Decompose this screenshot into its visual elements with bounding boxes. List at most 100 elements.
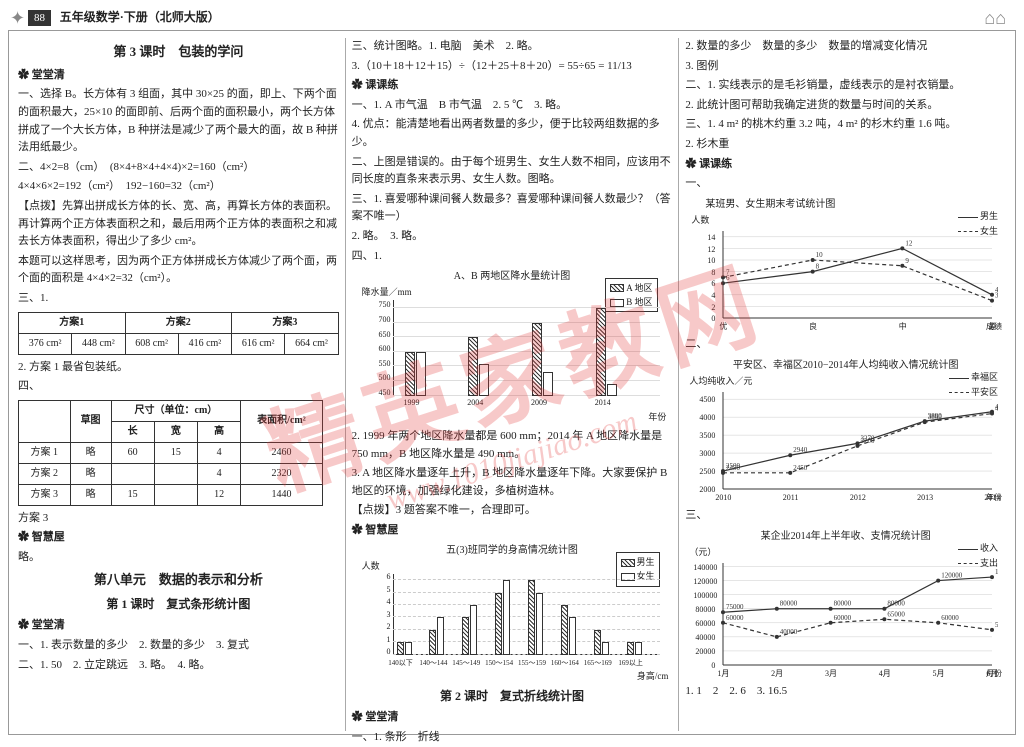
c3-t1: 一、 (685, 175, 1006, 193)
lesson3-title: 第 3 课时 包装的学问 (18, 42, 339, 63)
line1-legend: 男生 女生 (958, 209, 998, 238)
c1-p11: 一、1. 表示数量的多少 2. 数量的多少 3. 复式 (18, 637, 339, 655)
dt-r3: 方案 3 略 15 12 1440 (19, 484, 323, 505)
hist-xlabel: 身高/cm (352, 669, 669, 683)
dt-r1: 方案 1 略 60 15 4 2460 (19, 442, 323, 463)
sc0: 376 cm² (19, 333, 72, 354)
dth2b: 宽 (154, 421, 197, 442)
la: A 地区 (626, 283, 652, 293)
c3-p1: 2. 数量的多少 数量的多少 数量的增减变化情况 (685, 38, 1006, 56)
page-number: 88 (28, 10, 51, 26)
l3a: 收入 (980, 543, 998, 553)
income-line-chart: 平安区、幸福区2010−2014年人均纯收入情况统计图 人均纯收入／元 2500… (685, 358, 1006, 503)
zhihuiwu-2: 智慧屋 (352, 522, 673, 540)
c3-p4: 2. 此统计图可帮助我确定进货的数量与时间的关系。 (685, 97, 1006, 115)
l1f: 女生 (980, 226, 998, 236)
svg-text:50000: 50000 (995, 621, 998, 629)
svg-text:9: 9 (906, 257, 910, 265)
c2-p1: 三、统计图略。1. 电脑 美术 2. 略。 (352, 38, 673, 56)
lesson2-title: 第 2 课时 复式折线统计图 (352, 687, 673, 706)
sc3: 416 cm² (178, 333, 231, 354)
svg-text:80000: 80000 (888, 600, 906, 608)
c2-p7: 2. 略。 3. 略。 (352, 228, 673, 246)
svg-text:80000: 80000 (780, 600, 798, 608)
sh3: 方案3 (232, 312, 339, 333)
sh2: 方案2 (125, 312, 232, 333)
legend-swatch-a (610, 284, 624, 292)
svg-text:120000: 120000 (942, 572, 964, 580)
svg-text:7: 7 (726, 269, 730, 277)
header-title: 五年级数学·下册（北师大版） (60, 8, 220, 25)
dtc: 2320 (241, 463, 322, 484)
c2-p8: 四、1. (352, 248, 673, 266)
kekelian-2: 课课练 (685, 156, 1006, 174)
dt-r2: 方案 2 略 4 2320 (19, 463, 323, 484)
c1-p6: 三、1. (18, 290, 339, 308)
dtc: 略 (70, 484, 111, 505)
hist-legend: 男生 女生 (616, 552, 660, 587)
house-deco-icon: ⌂⌂ (984, 8, 1006, 29)
dtc: 方案 3 (19, 484, 71, 505)
dim-table: 草图 尺寸（单位：cm） 表面积/cm² 长 宽 高 方案 1 略 60 15 … (18, 400, 323, 506)
sc2: 608 cm² (125, 333, 178, 354)
c3-p9: 1. 1 2 2. 6 3. 16.5 (685, 683, 1006, 701)
c1-p7: 2. 方案 1 最省包装纸。 (18, 359, 339, 377)
dth1: 草图 (70, 400, 111, 442)
svg-text:75000: 75000 (726, 603, 744, 611)
lb: B 地区 (626, 297, 652, 307)
c1-p10: 略。 (18, 549, 339, 567)
dtc: 4 (198, 463, 241, 484)
exam-line-chart: 某班男、女生期末考试统计图 人数 6812471093 男生 女生 024681… (685, 197, 1006, 332)
sc4: 616 cm² (232, 333, 285, 354)
dtc: 15 (111, 484, 154, 505)
dtc: 15 (154, 442, 197, 463)
column-1: 第 3 课时 包装的学问 堂堂清 一、选择 B。长方体有 3 组面，其中 30×… (12, 38, 346, 731)
c1-p9: 方案 3 (18, 510, 339, 528)
svg-text:80000: 80000 (834, 600, 852, 608)
c1-p12: 二、1. 50 2. 立定跳远 3. 略。 4. 略。 (18, 657, 339, 675)
dtc (154, 463, 197, 484)
content-columns: 第 3 课时 包装的学问 堂堂清 一、选择 B。长方体有 3 组面，其中 30×… (12, 38, 1012, 731)
c1-p2: 二、4×2=8（cm） (8×4+8×4+4×4)×2=160（cm²） (18, 159, 339, 177)
dtc: 2460 (241, 442, 322, 463)
dtc: 略 (70, 463, 111, 484)
svg-text:2940: 2940 (794, 446, 809, 454)
c2-p4: 4. 优点：能清楚地看出两者数量的多少，便于比较两组数据的多少。 (352, 116, 673, 151)
dth2a: 长 (111, 421, 154, 442)
column-3: 2. 数量的多少 数量的多少 数量的增减变化情况 3. 图例 二、1. 实线表示… (679, 38, 1012, 731)
c1-p3: 4×4×6×2=192（cm²） 192−160=32（cm²） (18, 178, 339, 196)
column-2: 三、统计图略。1. 电脑 美术 2. 略。 3.（10＋18＋12＋15）÷（1… (346, 38, 680, 731)
line3-svg: 7500080000800008000012000012500060000400… (693, 559, 998, 679)
sh1: 方案1 (19, 312, 126, 333)
l1m: 男生 (980, 211, 998, 221)
scheme-table-row: 376 cm² 448 cm² 608 cm² 416 cm² 616 cm² … (19, 333, 339, 354)
dth2: 尺寸（单位：cm） (111, 400, 241, 421)
tangtangqing-2: 堂堂清 (18, 617, 339, 635)
line2-svg: 2500294032703890415024502450320038604100 (693, 388, 998, 503)
svg-text:3200: 3200 (861, 437, 876, 445)
tangtangqing-1: 堂堂清 (18, 67, 339, 85)
svg-text:2450: 2450 (794, 464, 809, 472)
c2-p9: 2. 1999 年两个地区降水量都是 600 mm；2014 年 A 地区降水量… (352, 428, 673, 463)
dth2c: 高 (198, 421, 241, 442)
svg-text:8: 8 (816, 263, 820, 271)
c1-p1: 一、选择 B。长方体有 3 组面，其中 30×25 的面，即上、下两个面的面积最… (18, 86, 339, 156)
dtc (154, 484, 197, 505)
height-hist-chart: 五(3)班同学的身高情况统计图 人数 男生 女生 0123456140以下140… (352, 543, 673, 683)
svg-text:12: 12 (906, 240, 914, 248)
c2-p11: 【点拨】3 题答案不唯一，合理即可。 (352, 502, 673, 520)
lm: 男生 (637, 557, 655, 567)
lesson1-title: 第 1 课时 复式条形统计图 (18, 595, 339, 614)
c2-p3: 一、1. A 市气温 B 市气温 2. 5 ℃ 3. 略。 (352, 97, 673, 115)
svg-text:3860: 3860 (928, 413, 943, 421)
c2-p6: 三、1. 喜爱哪种课间餐人数最多？喜爱哪种课间餐人数最少？（答案不唯一） (352, 191, 673, 226)
line2-legend: 幸福区 平安区 (949, 370, 998, 399)
svg-text:60000: 60000 (942, 614, 960, 622)
dtc: 方案 1 (19, 442, 71, 463)
svg-text:2450: 2450 (726, 464, 741, 472)
svg-text:65000: 65000 (888, 610, 906, 618)
legend-swatch-b (610, 299, 624, 307)
svg-text:3: 3 (995, 292, 998, 300)
hist-y-axis (393, 574, 394, 655)
dtc: 1440 (241, 484, 322, 505)
